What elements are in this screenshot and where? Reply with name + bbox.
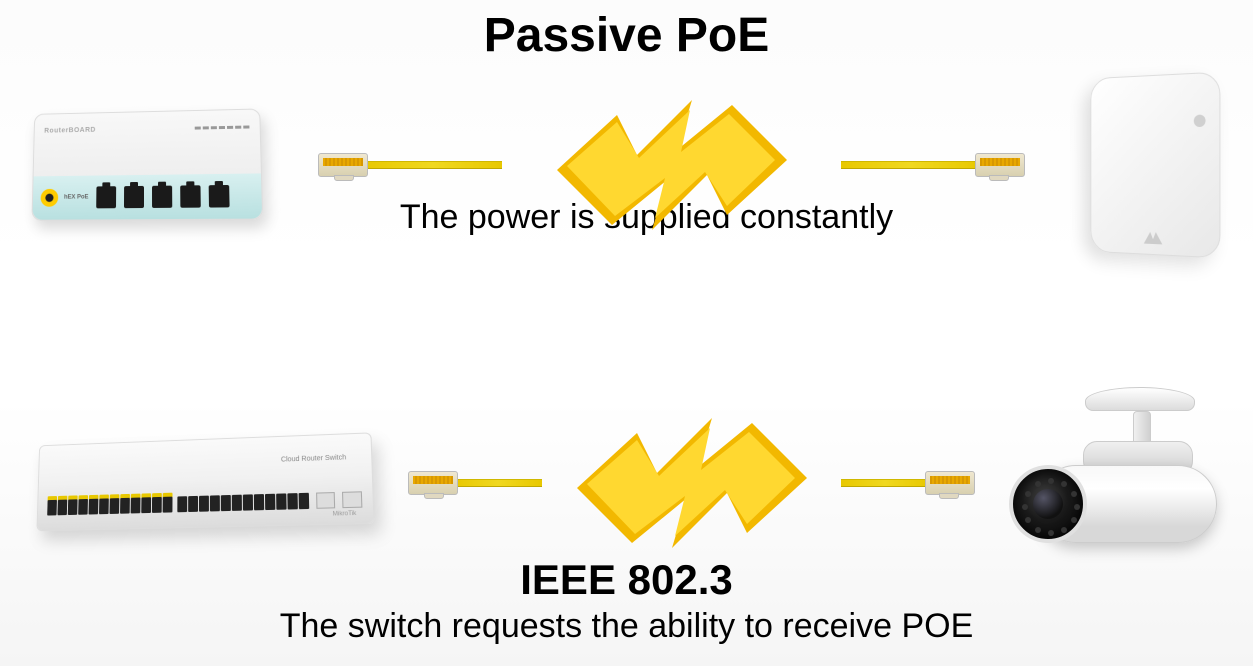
router-brand-label: RouterBOARD <box>44 126 96 134</box>
sfp-port-icon <box>316 492 336 509</box>
router-led-strip <box>195 125 250 129</box>
ieee-title: IEEE 802.3 <box>0 556 1253 604</box>
rj45-connector-icon <box>408 471 458 495</box>
lightning-bolt-top <box>557 100 787 230</box>
passive-poe-section: Passive PoE RouterBOARD hEX PoE <box>0 0 1253 300</box>
camera-mount <box>1085 387 1195 411</box>
cable-left-top <box>318 145 498 185</box>
cable-right-bottom <box>845 463 975 503</box>
rj45-connector-icon <box>318 153 368 177</box>
passive-poe-title: Passive PoE <box>0 8 1253 63</box>
rj45-connector-icon <box>975 153 1025 177</box>
switch-model-label: Cloud Router Switch <box>281 454 347 463</box>
cable-right-top <box>845 145 1025 185</box>
bottom-device-row: Cloud Router Switch MikroTik <box>0 398 1253 568</box>
rj45-connector-icon <box>925 471 975 495</box>
lightning-bolt-bottom <box>577 418 807 548</box>
ieee-section: Cloud Router Switch MikroTik <box>0 360 1253 660</box>
camera-device <box>1013 393 1223 573</box>
cable-wire <box>841 479 929 487</box>
cable-left-bottom <box>408 463 538 503</box>
lightning-bolt-icon <box>577 418 807 548</box>
switch-device: Cloud Router Switch MikroTik <box>36 432 374 531</box>
cable-wire <box>454 479 542 487</box>
switch-brand-label: MikroTik <box>333 511 357 518</box>
cable-wire <box>841 161 979 169</box>
sw-port-icon <box>47 500 57 516</box>
lightning-bolt-icon <box>557 100 787 230</box>
camera-lens-icon <box>1009 465 1087 543</box>
switch-front-panel <box>37 476 373 531</box>
ieee-caption: The switch requests the ability to recei… <box>0 607 1253 646</box>
cable-wire <box>364 161 502 169</box>
